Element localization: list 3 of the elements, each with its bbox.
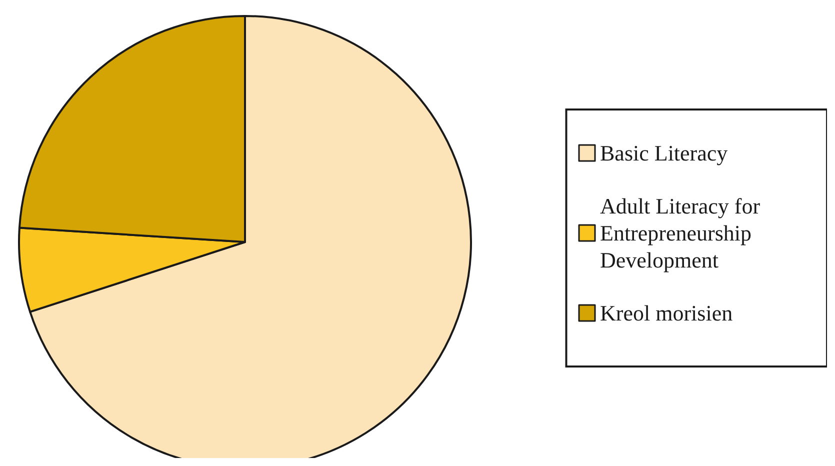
legend-label: Basic Literacy <box>600 140 728 166</box>
legend-label: Adult Literacy for Entrepreneurship Development <box>600 194 766 272</box>
legend-label: Kreol morisien <box>600 300 733 326</box>
